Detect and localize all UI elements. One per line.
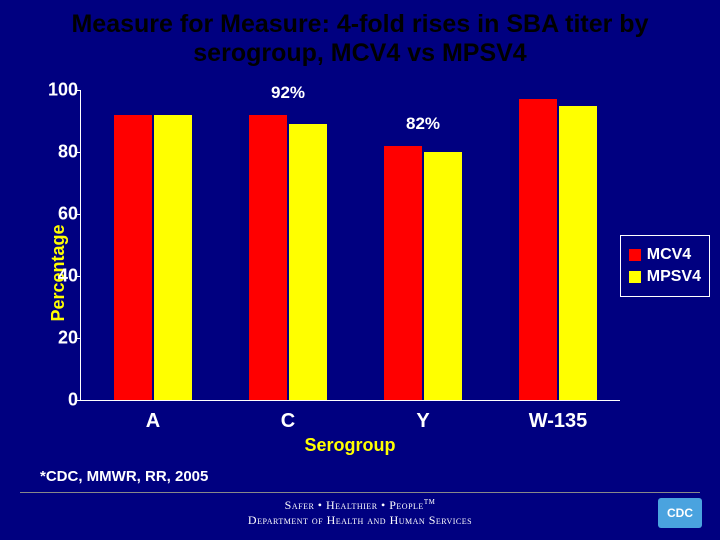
bar-group xyxy=(243,90,333,400)
footer-line1-mid: Healthier xyxy=(323,498,382,512)
legend-item: MCV4 xyxy=(629,246,701,264)
legend-item: MPSV4 xyxy=(629,268,701,286)
y-tick-label: 20 xyxy=(38,328,78,349)
x-tick-label: C xyxy=(281,410,295,433)
footer-divider xyxy=(20,492,700,493)
bar xyxy=(384,146,422,400)
legend-label: MCV4 xyxy=(647,246,691,264)
x-axis-label: Serogroup xyxy=(304,435,395,456)
chart-annotation: 92% xyxy=(271,83,305,103)
bar xyxy=(249,115,287,400)
y-tick-label: 100 xyxy=(38,80,78,101)
bar xyxy=(559,106,597,401)
footer: Safer • Healthier • PeopleTM Department … xyxy=(0,498,720,528)
chart-container: Percentage Serogroup MCV4MPSV4 020406080… xyxy=(10,90,710,455)
y-tick-mark xyxy=(75,90,80,91)
bar-group xyxy=(513,90,603,400)
y-tick-label: 60 xyxy=(38,204,78,225)
footer-line1-post: People xyxy=(386,498,424,512)
y-tick-label: 0 xyxy=(38,390,78,411)
y-tick-mark xyxy=(75,338,80,339)
y-tick-mark xyxy=(75,214,80,215)
legend-label: MPSV4 xyxy=(647,268,701,286)
legend-swatch xyxy=(629,271,641,283)
bar xyxy=(424,152,462,400)
slide-title: Measure for Measure: 4-fold rises in SBA… xyxy=(0,0,720,74)
bar-group xyxy=(108,90,198,400)
plot-area xyxy=(80,90,620,400)
bar xyxy=(519,99,557,400)
footnote: *CDC, MMWR, RR, 2005 xyxy=(40,468,208,485)
bar xyxy=(154,115,192,400)
bar xyxy=(289,124,327,400)
x-tick-label: A xyxy=(146,410,160,433)
bar-group xyxy=(378,90,468,400)
footer-line2: Department of Health and Human Services xyxy=(248,513,472,527)
chart-annotation: 82% xyxy=(406,114,440,134)
bar xyxy=(114,115,152,400)
cdc-logo: CDC xyxy=(658,498,702,528)
y-tick-mark xyxy=(75,276,80,277)
x-tick-label: Y xyxy=(416,410,429,433)
y-tick-mark xyxy=(75,400,80,401)
x-tick-label: W-135 xyxy=(529,410,588,433)
footer-line1-pre: Safer xyxy=(285,498,318,512)
legend-swatch xyxy=(629,249,641,261)
footer-tm: TM xyxy=(424,498,436,506)
y-tick-label: 80 xyxy=(38,142,78,163)
y-tick-label: 40 xyxy=(38,266,78,287)
x-axis-line xyxy=(80,400,620,401)
y-tick-mark xyxy=(75,152,80,153)
legend: MCV4 MPSV4 xyxy=(620,235,710,297)
